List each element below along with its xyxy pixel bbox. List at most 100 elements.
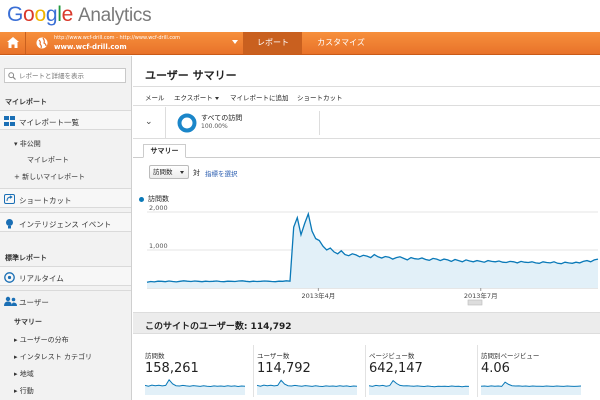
legend-dot [139, 196, 144, 202]
sidebar-item-demographics[interactable]: ▸ ユーザーの分布 [14, 336, 69, 344]
series-area [147, 213, 598, 288]
sidebar-item-summary[interactable]: サマリー [14, 318, 42, 326]
metric-dropdown[interactable]: 訪問数 [149, 165, 189, 179]
lightbulb-icon [6, 219, 13, 229]
page-title: ユーザー サマリー [145, 69, 237, 82]
divider [365, 345, 366, 397]
tab-customize[interactable]: カスタマイズ [317, 38, 365, 47]
choose-metric-link[interactable]: 指標を選択 [205, 170, 238, 178]
main-content: ユーザー サマリー メール エクスポート マイレポートに追加 ショートカット ⌄… [133, 56, 600, 400]
sidebar-item-label: リアルタイム [19, 274, 64, 283]
sidebar: マイレポート マイレポート一覧 ▾ 非公開 マイレポート + 新しいマイレポート… [0, 56, 132, 400]
search-icon [8, 72, 16, 80]
tab-summary[interactable]: サマリー [143, 144, 186, 158]
sidebar-item-private[interactable]: ▾ 非公開 [14, 140, 41, 148]
sidebar-item-label: インテリジェンス イベント [19, 220, 112, 229]
sparkline-area [369, 380, 469, 395]
sidebar-item-new-report[interactable]: + 新しいマイレポート [14, 173, 86, 181]
report-actions: メール エクスポート マイレポートに追加 ショートカット [133, 86, 600, 106]
vs-label: 対 [193, 169, 200, 177]
metric-visits[interactable]: 訪問数 158,261 [141, 345, 249, 397]
legend-label: 訪問数 [148, 195, 169, 203]
x-tick-label: 2013年4月 [302, 291, 336, 300]
sidebar-item-shortcuts[interactable]: ショートカット [0, 188, 131, 208]
chevron-down-icon [214, 96, 219, 100]
account-url: www.wcf-drill.com [54, 43, 127, 51]
sparkline [145, 379, 245, 395]
top-nav: http://www.wcf-drill.com - http://www.wc… [0, 32, 600, 55]
range-handle [467, 299, 483, 306]
segment-toggle[interactable]: ⌄ [133, 107, 166, 138]
metric-pages-per-visit[interactable]: 訪問別ページビュー 4.06 [477, 345, 585, 397]
report-search[interactable] [4, 68, 126, 83]
sidebar-item-behavior[interactable]: ▸ 行動 [14, 387, 34, 395]
sidebar-item-my-reports[interactable]: マイレポート一覧 [0, 110, 131, 130]
home-icon [7, 37, 19, 48]
export-label: エクスポート [174, 94, 213, 102]
chevron-down-icon [232, 40, 238, 44]
tab-reports[interactable]: レポート [244, 32, 302, 54]
sidebar-item-label: マイレポート一覧 [19, 118, 79, 127]
metric-label: 訪問別ページビュー [481, 352, 540, 360]
logo-letter: e [61, 3, 74, 26]
summary-title: このサイトのユーザー数: 114,792 [145, 322, 292, 332]
metric-value: 4.06 [481, 361, 510, 376]
segment-name[interactable]: すべての訪問 [201, 114, 243, 122]
account-selector[interactable]: http://www.wcf-drill.com - http://www.wc… [26, 32, 244, 54]
sparkline-line [369, 379, 469, 388]
sidebar-item-users[interactable]: ユーザー [0, 290, 131, 310]
metric-dropdown-value: 訪問数 [153, 168, 173, 176]
sidebar-item-label: ショートカット [19, 196, 72, 205]
sidebar-item-intelligence[interactable]: インテリジェンス イベント [0, 212, 131, 232]
grid-icon [4, 116, 15, 126]
sparkline-area [145, 379, 245, 395]
metric-value: 114,792 [257, 361, 311, 376]
users-icon [4, 296, 17, 306]
sparkline-line [145, 379, 245, 388]
add-to-dashboard-button[interactable]: マイレポートに追加 [230, 94, 289, 102]
logo-letter: g [45, 3, 58, 26]
y-tick-label: 1,000 [149, 242, 168, 250]
segment-bar: ⌄ すべての訪問 100.00% [133, 107, 600, 139]
sidebar-item-label: ユーザー [19, 298, 49, 307]
shortcut-icon [4, 194, 15, 204]
google-analytics-logo[interactable]: Google Analytics [7, 3, 152, 27]
divider [253, 345, 254, 397]
product-name: Analytics [77, 5, 152, 26]
sidebar-item-geo[interactable]: ▸ 地域 [14, 370, 34, 378]
sparkline-line [481, 381, 581, 387]
sidebar-item-interests[interactable]: ▸ インタレスト カテゴリ [14, 353, 92, 361]
divider [319, 111, 320, 135]
summary-bar: このサイトのユーザー数: 114,792 [133, 312, 600, 334]
sparkline-area [257, 380, 357, 395]
series-line [146, 211, 599, 283]
divider [477, 345, 478, 397]
sparkline [257, 379, 357, 395]
sidebar-item-my-report[interactable]: マイレポート [27, 156, 69, 164]
visits-chart: 訪問数 2,000 1,000 2013年4月 2013年7月 [133, 190, 600, 310]
export-button[interactable]: エクスポート [174, 92, 219, 102]
logo-letter: G [7, 3, 24, 26]
x-tick-label: 2013年7月 [464, 291, 498, 300]
segment-percent: 100.00% [201, 123, 228, 130]
logo-letter: o [23, 3, 35, 26]
logo-letter: o [34, 3, 46, 26]
globe-icon [36, 37, 48, 49]
standard-reports-heading: 標準レポート [5, 254, 47, 262]
metric-label: ページビュー数 [369, 352, 415, 360]
home-button[interactable] [0, 32, 26, 54]
chevron-down-icon: ⌄ [145, 117, 153, 127]
shortcut-button[interactable]: ショートカット [297, 94, 343, 102]
sidebar-item-realtime[interactable]: リアルタイム [0, 266, 131, 286]
chart-legend: 訪問数 [139, 194, 169, 204]
email-button[interactable]: メール [145, 94, 165, 102]
metric-pageviews[interactable]: ページビュー数 642,147 [365, 345, 473, 397]
realtime-icon [4, 272, 15, 283]
segment-ring-icon [177, 113, 197, 133]
metric-value: 158,261 [145, 361, 199, 376]
metric-label: 訪問数 [145, 352, 165, 360]
metric-users[interactable]: ユーザー数 114,792 [253, 345, 361, 397]
y-tick-label: 2,000 [149, 204, 168, 212]
search-input[interactable] [19, 70, 123, 81]
logo-letter: l [57, 3, 62, 26]
